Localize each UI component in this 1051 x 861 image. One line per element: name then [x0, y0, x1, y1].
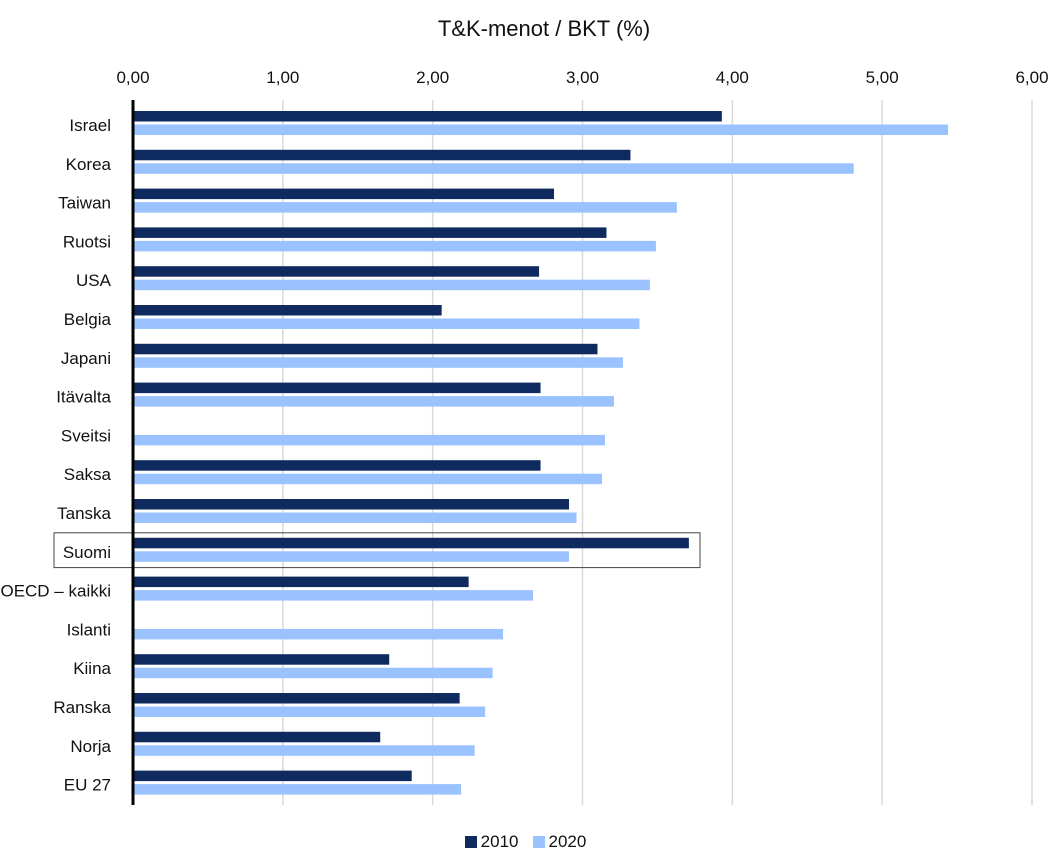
bar-2010: [133, 227, 607, 238]
category-label: Sveitsi: [61, 426, 111, 445]
chart-title: T&K-menot / BKT (%): [438, 16, 650, 41]
bar-2020: [133, 240, 656, 252]
bar-2010: [133, 305, 442, 316]
category-label: Kiina: [73, 659, 111, 678]
bar-2010: [133, 770, 412, 782]
bar-2010: [133, 693, 460, 704]
legend-swatch-2020: [532, 836, 545, 848]
bar-2010: [133, 111, 722, 122]
bar-2020: [133, 551, 570, 562]
category-label: Suomi: [63, 543, 111, 562]
x-tick-label: 3,00: [566, 68, 599, 87]
bar-2020: [133, 590, 534, 601]
category-label: Tanska: [57, 504, 111, 523]
bar-2010: [133, 654, 390, 665]
category-label: Israel: [69, 116, 111, 135]
bar-2020: [133, 279, 650, 291]
category-label: USA: [76, 271, 112, 290]
x-tick-label: 2,00: [416, 68, 449, 87]
x-tick-labels: 0,00 1,00 2,00 3,00 4,00 5,00 6,00: [116, 68, 1048, 87]
bar-2010: [133, 499, 570, 510]
bar-2010: [133, 149, 631, 161]
x-tick-label: 6,00: [1015, 68, 1048, 87]
bar-2010: [133, 537, 689, 549]
category-labels: Israel Korea Taiwan Ruotsi USA Belgia Japani It…: [0, 116, 111, 795]
bar-2020: [133, 706, 486, 717]
legend-item-2020: 2020: [532, 832, 587, 852]
bar-2020: [133, 667, 493, 679]
bars: [133, 111, 949, 795]
bar-2020: [133, 318, 640, 329]
bar-2020: [133, 473, 602, 485]
category-label: Islanti: [67, 620, 111, 639]
bar-2020: [133, 784, 462, 795]
x-tick-label: 5,00: [866, 68, 899, 87]
category-label: Saksa: [64, 465, 112, 484]
bar-2020: [133, 396, 614, 407]
bar-2010: [133, 188, 555, 200]
bar-2010: [133, 460, 541, 471]
bar-2010: [133, 266, 540, 277]
bar-2020: [133, 434, 605, 446]
bar-2020: [133, 357, 623, 368]
category-label: Ruotsi: [63, 232, 111, 251]
x-tick-label: 4,00: [716, 68, 749, 87]
x-tick-label: 1,00: [266, 68, 299, 87]
bar-2020: [133, 202, 677, 213]
bar-2020: [133, 512, 577, 523]
category-label: Korea: [66, 155, 112, 174]
highlight-box-suomi: [53, 532, 701, 569]
legend-item-2010: 2010: [464, 832, 519, 852]
category-label: Itävalta: [56, 388, 111, 407]
bar-2010: [133, 576, 469, 588]
bar-2020: [133, 163, 854, 174]
legend: 2010 2020: [0, 832, 1051, 852]
bar-2020: [133, 124, 949, 135]
bar-2010: [133, 343, 598, 355]
x-tick-label: 0,00: [116, 68, 149, 87]
bar-2020: [133, 628, 504, 640]
bar-2020: [133, 745, 475, 756]
legend-label-2010: 2010: [480, 832, 519, 851]
legend-swatch-2010: [464, 836, 477, 848]
category-label: Japani: [61, 349, 111, 368]
gridlines: [282, 100, 1033, 805]
category-label: Belgia: [64, 310, 112, 329]
category-label: EU 27: [64, 776, 111, 795]
bar-2010: [133, 382, 541, 394]
category-label: Ranska: [53, 698, 111, 717]
legend-label-2020: 2020: [548, 832, 587, 851]
category-label: Taiwan: [58, 194, 111, 213]
category-label: Norja: [70, 737, 111, 756]
bar-2010: [133, 731, 381, 743]
category-label: OECD – kaikki: [0, 582, 111, 601]
